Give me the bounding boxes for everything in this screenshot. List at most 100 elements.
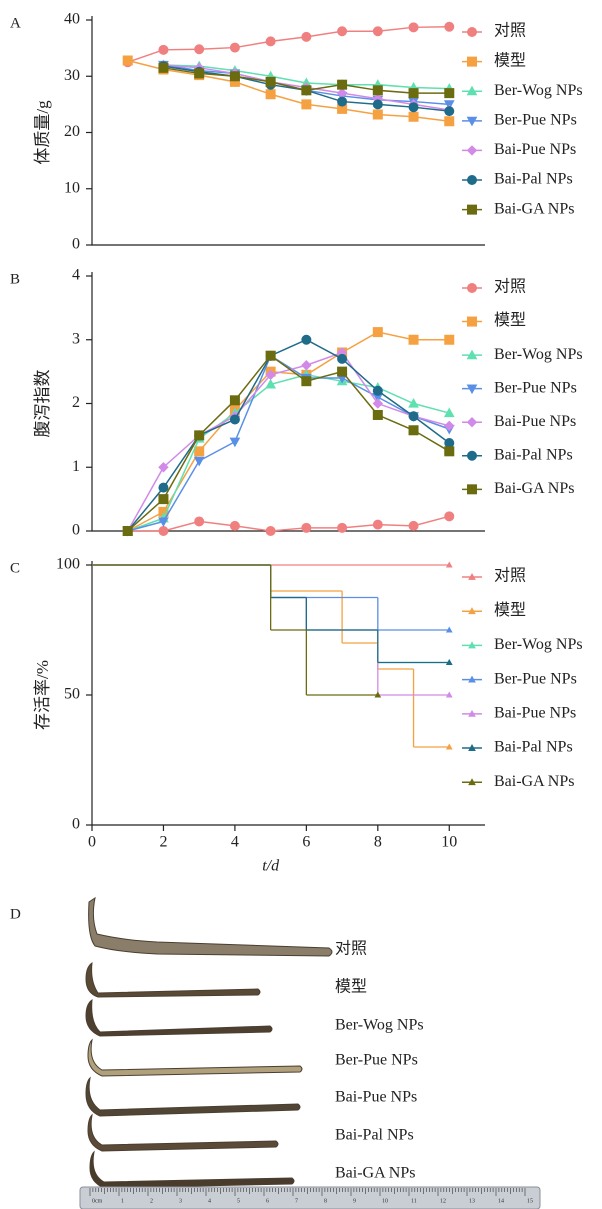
ruler-label: 1 [121,1198,124,1204]
y-tick-label: 20 [64,123,80,140]
marker [301,334,312,345]
x-tick-label: 2 [159,834,167,851]
legend-label: Bai-GA NPs [494,773,574,790]
marker [372,26,383,37]
marker [408,102,419,113]
marker [158,62,169,73]
sample-label: Bai-Pue NPs [335,1089,417,1106]
x-tick-label: 10 [441,834,457,851]
y-tick-label: 40 [64,11,80,28]
marker [445,561,453,568]
marker [337,79,348,90]
ruler-label: 2 [150,1198,153,1204]
marker [445,658,453,665]
marker [444,446,455,457]
marker [444,116,455,127]
marker [337,366,348,377]
marker [193,456,205,467]
marker [408,111,419,122]
marker [444,334,455,345]
marker [229,414,240,425]
panel-label: D [10,906,21,922]
marker [372,409,383,420]
legend-marker [468,744,476,751]
sample-label: Ber-Pue NPs [335,1052,418,1069]
marker [301,85,312,96]
legend-label: Bai-Pue NPs [494,705,576,722]
x-tick-label: 4 [231,834,239,851]
marker [265,89,276,100]
y-tick-label: 50 [64,686,80,703]
marker [301,99,312,110]
marker [337,522,348,533]
marker [265,350,276,361]
marker [444,88,455,99]
legend-marker [466,417,478,428]
marker [408,22,419,33]
intestine-photo [79,896,541,1209]
y-tick-label: 10 [64,179,80,196]
ruler-label: 4 [208,1198,211,1204]
marker [158,482,169,493]
marker [265,76,276,87]
marker [301,522,312,533]
legend-label: Bai-Pal NPs [494,171,573,188]
marker [372,385,383,396]
series-line [127,354,450,532]
marker [372,327,383,338]
legend-label: 对照 [494,278,526,296]
marker [443,407,455,418]
marker [158,526,169,536]
x-tick-label: 6 [302,834,310,851]
legend-label: Ber-Pue NPs [494,670,577,687]
series-line [127,26,450,63]
y-axis-label: 体质量/g [33,100,52,165]
legend-label: Bai-GA NPs [494,480,574,497]
y-axis-label: 存活率/% [33,660,52,730]
legend-marker [467,484,477,495]
marker [194,44,205,55]
legend-marker [467,175,477,186]
marker [444,21,455,32]
series-line [127,59,450,122]
panel-label: A [10,15,21,31]
ruler-label: 3 [179,1198,182,1204]
legend-marker [468,778,476,786]
marker [301,376,312,387]
y-tick-label: 0 [72,522,80,539]
legend-label: 模型 [494,601,526,619]
marker [408,411,419,422]
legend-marker [467,283,477,293]
marker [444,420,455,432]
axes [91,272,485,532]
marker [301,31,312,42]
marker [265,378,276,389]
marker [372,99,383,110]
legend-marker [466,349,478,360]
ruler-label: 11 [411,1198,417,1204]
marker [372,109,383,120]
marker [158,462,169,473]
ruler-label: 13 [469,1198,475,1204]
legend-label: 对照 [494,567,526,585]
legend-marker [468,709,476,717]
legend-marker [468,641,476,649]
legend-label: 对照 [494,22,526,40]
ruler-label: 6 [266,1198,269,1204]
marker [194,430,205,441]
legend-marker [468,607,476,615]
sample-label: Bai-GA NPs [335,1165,415,1182]
marker [122,55,133,66]
marker [301,360,312,371]
y-tick-label: 0 [72,816,80,833]
marker [229,395,240,406]
series-line [127,351,450,532]
marker [408,397,419,408]
ruler-label: 7 [295,1198,298,1204]
marker [372,519,383,530]
ruler-label: 9 [353,1198,356,1204]
x-axis-label: t/d [262,858,280,875]
marker [408,88,419,99]
ruler-label: 8 [324,1198,327,1204]
